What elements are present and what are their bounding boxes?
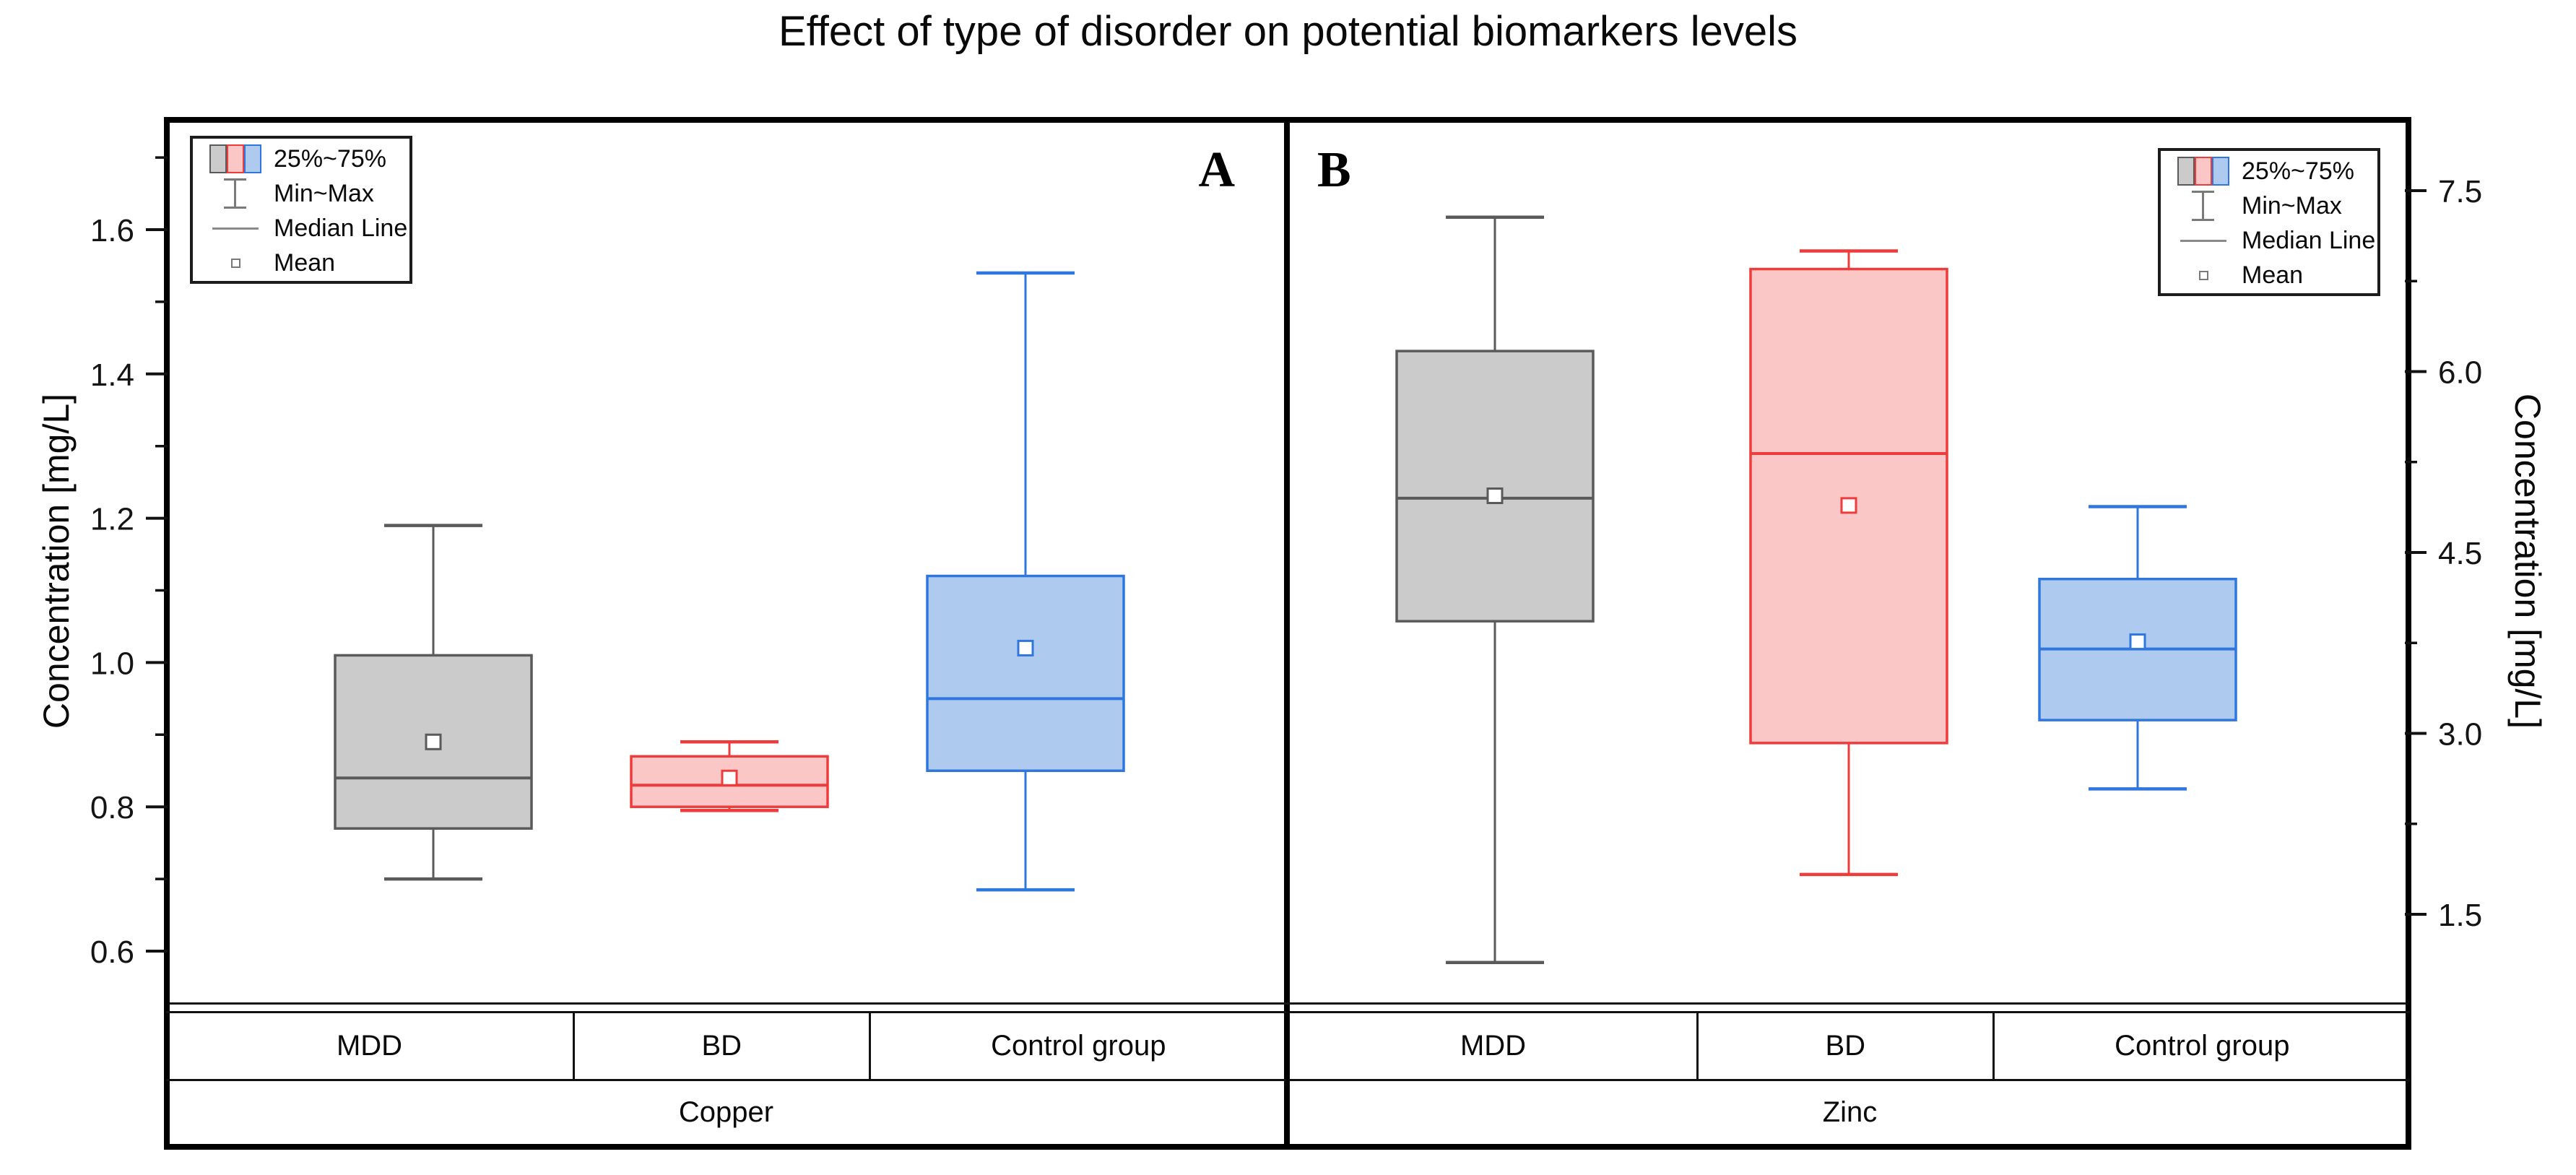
red-swatch-icon xyxy=(227,144,244,173)
legend-label-median: Median Line xyxy=(2242,226,2376,254)
panel-letter-b: B xyxy=(1317,142,1351,198)
left-y-axis-title: Concentration [mg/L] xyxy=(36,393,77,729)
svg-text:0.6: 0.6 xyxy=(90,935,134,970)
right-y-axis-title: Concentration [mg/L] xyxy=(2507,393,2548,729)
svg-text:4.5: 4.5 xyxy=(2438,536,2482,571)
category-cell-mdd: MDD xyxy=(336,1030,403,1062)
plot-area-bottom-line xyxy=(170,1002,2406,1005)
legend-row-mean: Mean xyxy=(197,246,409,280)
panel-divider xyxy=(1284,117,1290,1150)
legend-row-minmax: Min~Max xyxy=(197,176,409,211)
svg-text:1.4: 1.4 xyxy=(90,357,134,393)
svg-text:7.5: 7.5 xyxy=(2438,174,2482,209)
legend-row-minmax: Min~Max xyxy=(2165,188,2377,223)
legend-label-minmax: Min~Max xyxy=(2242,191,2342,220)
red-swatch-icon xyxy=(2195,157,2212,186)
metal-label-copper: Copper xyxy=(678,1096,774,1128)
minmax-whisker-icon xyxy=(2165,191,2242,221)
svg-text:1.2: 1.2 xyxy=(90,502,134,537)
legend-label-median: Median Line xyxy=(274,214,408,242)
median-line-icon xyxy=(2165,239,2242,242)
legend-row-quartiles: 25%~75% xyxy=(2165,154,2377,188)
legend-left: 25%~75% Min~Max Median Line Mean xyxy=(190,136,412,284)
svg-text:0.8: 0.8 xyxy=(90,790,134,825)
metal-label-zinc: Zinc xyxy=(1822,1096,1878,1128)
minmax-whisker-icon xyxy=(197,178,274,209)
mean-marker-icon xyxy=(197,258,274,268)
legend-label-mean: Mean xyxy=(274,248,336,277)
category-cell-control: Control group xyxy=(991,1030,1166,1062)
svg-text:1.6: 1.6 xyxy=(90,213,134,248)
svg-text:1.0: 1.0 xyxy=(90,646,134,681)
gray-swatch-icon xyxy=(209,144,227,173)
legend-label-quartiles: 25%~75% xyxy=(274,144,386,173)
svg-text:3.0: 3.0 xyxy=(2438,717,2482,753)
category-table-zinc: MDD BD Control group Zinc xyxy=(1290,1011,2410,1146)
legend-row-quartiles: 25%~75% xyxy=(197,142,409,176)
legend-row-median: Median Line xyxy=(197,211,409,246)
chart-title: Effect of type of disorder on potential … xyxy=(778,8,1797,55)
category-table-copper: MDD BD Control group Copper xyxy=(166,1011,1286,1146)
legend-label-mean: Mean xyxy=(2242,261,2304,289)
svg-text:6.0: 6.0 xyxy=(2438,355,2482,391)
group-label-row: MDD BD Control group xyxy=(1290,1011,2410,1081)
legend-right: 25%~75% Min~Max Median Line Mean xyxy=(2158,148,2380,296)
panel-letter-a: A xyxy=(1198,142,1235,198)
quartile-box-swatch-icon xyxy=(197,144,274,173)
svg-text:1.5: 1.5 xyxy=(2438,898,2482,933)
category-cell-mdd: MDD xyxy=(1460,1030,1527,1062)
mean-marker-icon xyxy=(2165,270,2242,280)
quartile-box-swatch-icon xyxy=(2165,157,2242,186)
category-cell-bd: BD xyxy=(1696,1013,1995,1079)
category-cell-bd: BD xyxy=(573,1013,871,1079)
legend-row-mean: Mean xyxy=(2165,258,2377,292)
blue-swatch-icon xyxy=(244,144,261,173)
legend-label-quartiles: 25%~75% xyxy=(2242,157,2354,185)
blue-swatch-icon xyxy=(2212,157,2229,186)
category-cell-control: Control group xyxy=(2115,1030,2290,1062)
legend-row-median: Median Line xyxy=(2165,223,2377,258)
median-line-icon xyxy=(197,227,274,230)
group-label-row: MDD BD Control group xyxy=(166,1011,1286,1081)
gray-swatch-icon xyxy=(2177,157,2195,186)
legend-label-minmax: Min~Max xyxy=(274,179,374,207)
